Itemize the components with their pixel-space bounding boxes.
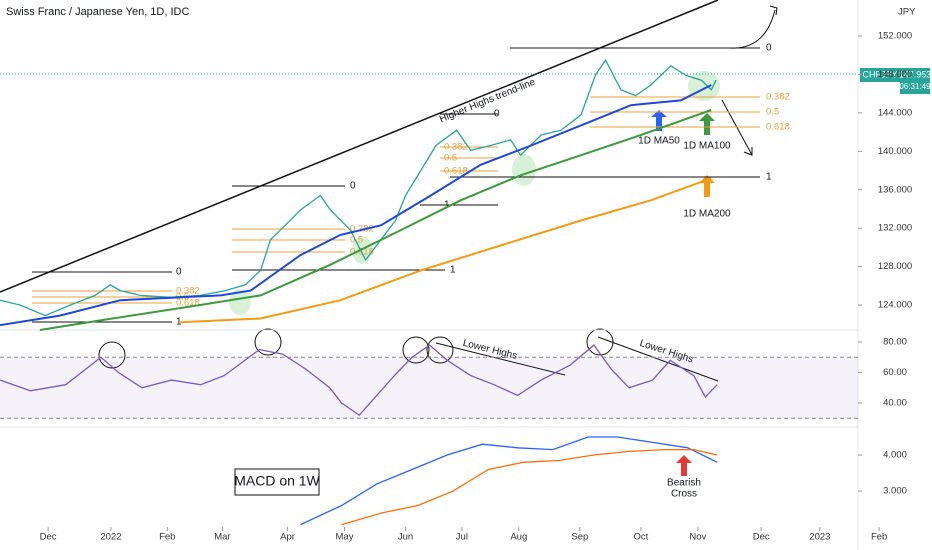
fib-label: 0.618	[444, 166, 468, 177]
y-tick-label: 132.000	[878, 223, 912, 234]
rsi-circle	[254, 328, 282, 356]
y-tick-label: 4.000	[883, 450, 907, 461]
fib-label: 0.5	[444, 153, 457, 164]
x-tick-label: Nov	[689, 532, 706, 543]
fib-label: 0	[766, 43, 772, 54]
x-tick-label: Oct	[633, 532, 648, 543]
rsi-circle	[586, 328, 614, 356]
ma50-arrow	[651, 110, 667, 131]
lower-highs-line	[597, 336, 719, 382]
series-line	[341, 448, 718, 526]
arrow-head	[769, 5, 778, 16]
currency: JPY	[898, 7, 916, 18]
ma200-label: 1D MA200	[683, 209, 731, 220]
fib-label: 0.618	[766, 122, 790, 133]
ma50-label: 1D MA50	[638, 136, 680, 147]
symbol-badge	[860, 68, 900, 82]
bearish-cross: Bearish	[667, 478, 701, 489]
y-tick-label: 3.000	[883, 486, 907, 497]
x-tick-label: May	[336, 532, 354, 543]
x-tick-label: Feb	[871, 532, 887, 543]
x-tick-label: Aug	[510, 532, 527, 543]
note-box	[234, 468, 320, 496]
fib-label: 1	[450, 265, 456, 276]
price-badge	[900, 68, 930, 94]
x-tick-label: 2022	[100, 532, 121, 543]
fib-label: 0	[494, 109, 500, 120]
fib-label: 0.382	[444, 142, 468, 153]
y-tick-label: 124.000	[878, 300, 912, 311]
y-tick-label: 152.000	[878, 31, 912, 42]
series-line	[39, 109, 712, 331]
y-tick-label: 140.000	[878, 146, 912, 157]
x-tick-label: Jul	[456, 532, 468, 543]
x-tick-label: Dec	[40, 532, 57, 543]
lower-highs-line	[435, 342, 566, 376]
rsi-band	[0, 357, 858, 419]
fib-label: 0.382	[766, 92, 790, 103]
trend-line	[0, 0, 719, 293]
series-line	[300, 436, 718, 526]
highlight	[512, 154, 536, 186]
last-price: 147.953	[899, 69, 932, 79]
fib-label: 1	[176, 317, 182, 328]
y-tick-label: 136.000	[878, 184, 912, 195]
fib-label: 1	[444, 200, 450, 211]
series-line	[180, 177, 712, 324]
fib-label: 0.5	[766, 107, 779, 118]
rsi-circle	[402, 336, 430, 364]
y-tick-label: 80.00	[883, 337, 907, 348]
y-tick-label: 60.00	[883, 367, 907, 378]
series-line	[0, 58, 717, 317]
x-tick-label: Jun	[398, 532, 413, 543]
series-line	[0, 84, 712, 327]
series-line	[0, 344, 718, 417]
cross-arrow	[676, 455, 692, 476]
y-tick-label: 128.000	[878, 261, 912, 272]
bearish-cross: Cross	[671, 489, 697, 500]
macd-note: MACD on 1W	[234, 473, 320, 489]
ma200-arrow	[699, 175, 715, 197]
fib-label: 0.618	[176, 298, 200, 309]
y-tick-label: 148.000	[878, 69, 912, 80]
fib-label: 1	[766, 172, 772, 183]
countdown: 06:31:49	[899, 82, 931, 91]
symbol: CHFJPY	[862, 69, 897, 79]
x-tick-label: Dec	[753, 532, 770, 543]
ma100-arrow	[699, 113, 715, 135]
drawings	[0, 0, 859, 550]
x-tick-label: Mar	[214, 532, 230, 543]
header: Swiss Franc / Japanese Yen, 1D, IDC	[6, 6, 189, 18]
fib-label: 0	[350, 181, 356, 192]
y-tick-label: 144.000	[878, 107, 912, 118]
trendline-label: Higher Highs trend-line	[438, 77, 537, 126]
rsi-circle	[426, 336, 454, 364]
y-tick-label: 40.00	[883, 398, 907, 409]
fib-label: 0.382	[176, 286, 200, 297]
x-tick-label: Feb	[159, 532, 175, 543]
x-tick-label: Sep	[571, 532, 588, 543]
x-tick-label: 2023	[809, 532, 830, 543]
rsi-circle	[98, 341, 126, 369]
highlight	[229, 289, 251, 315]
fib-label: 0	[176, 267, 182, 278]
fib-label: 0.5	[350, 235, 363, 246]
ma100-label: 1D MA100	[683, 141, 731, 152]
x-tick-label: Apr	[280, 532, 295, 543]
